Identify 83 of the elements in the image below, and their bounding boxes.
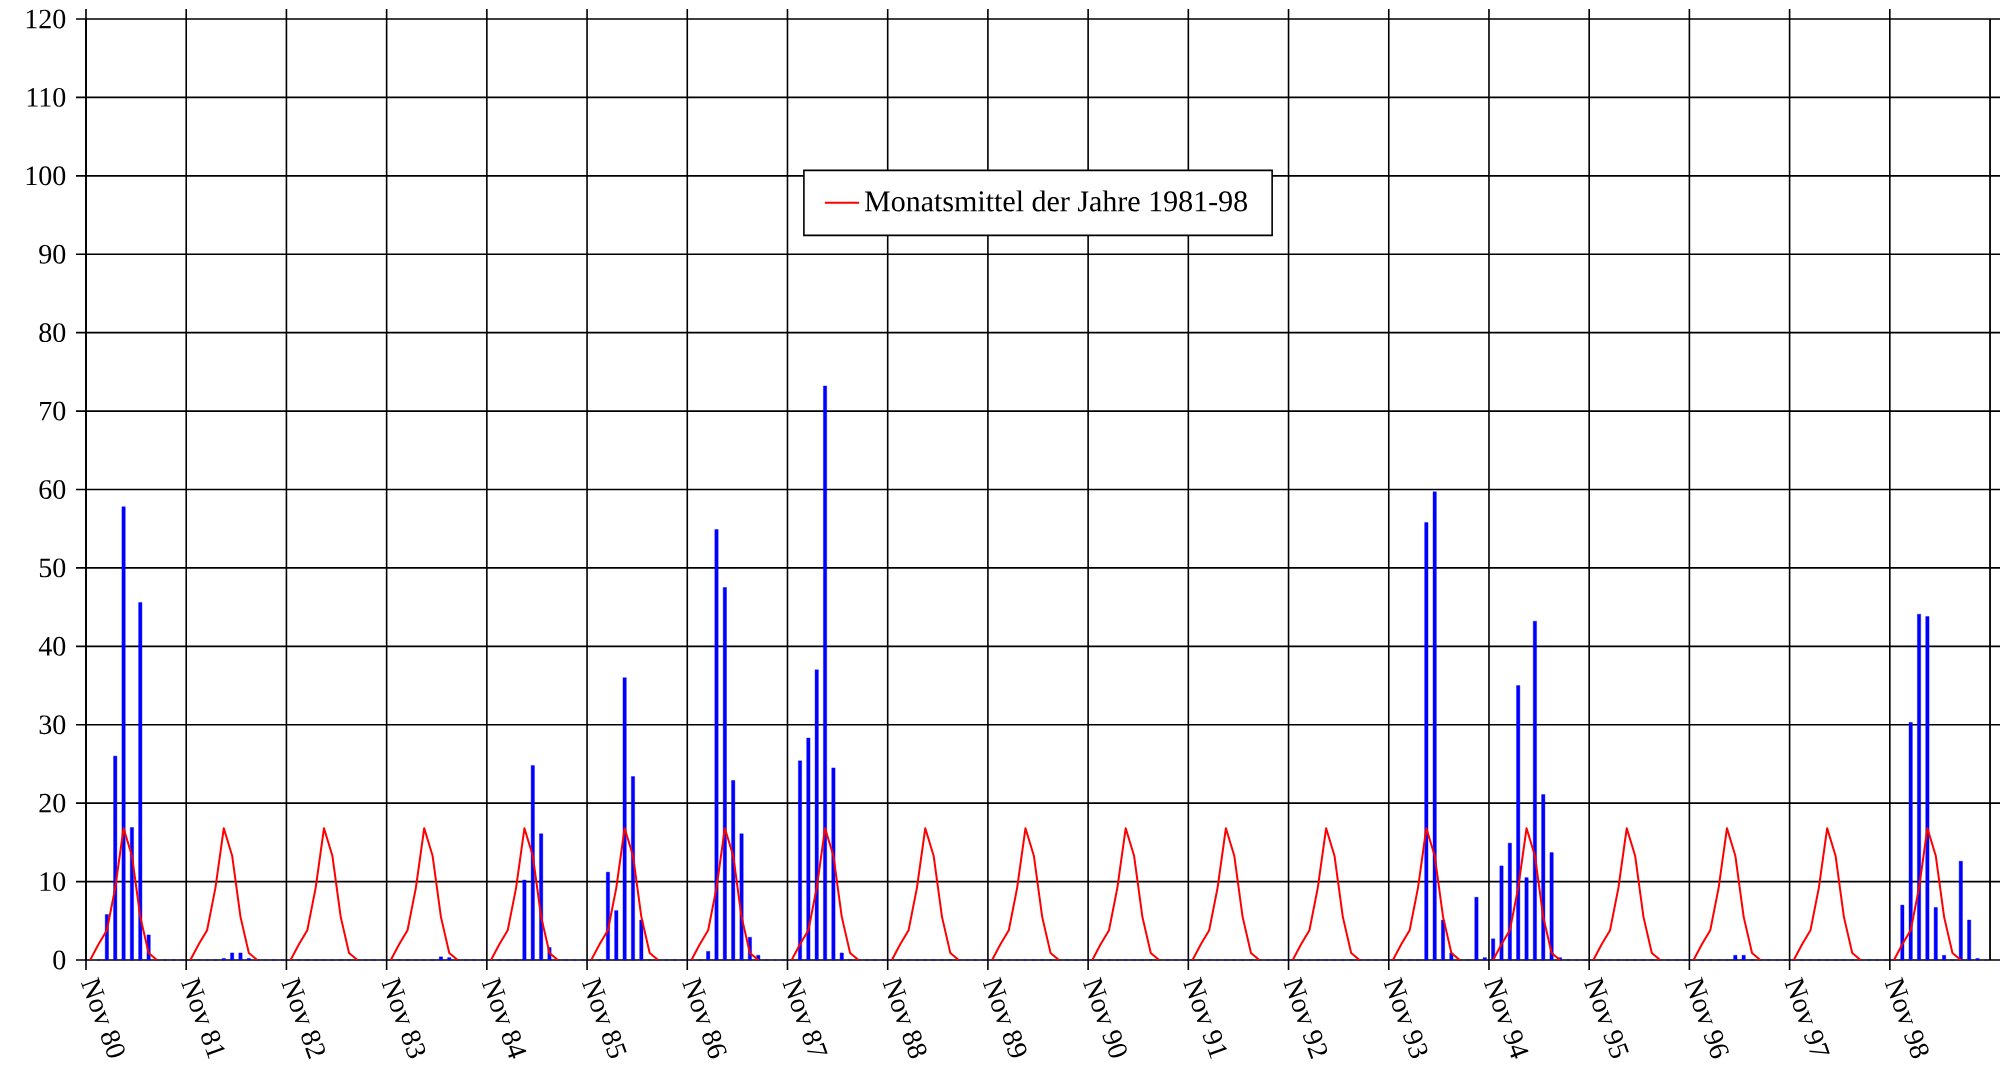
bar bbox=[121, 506, 126, 961]
bar bbox=[1499, 865, 1504, 961]
y-tick-label: 30 bbox=[39, 715, 66, 735]
bar bbox=[1549, 852, 1554, 961]
bar bbox=[622, 677, 627, 961]
bar bbox=[447, 957, 452, 961]
x-tick-label: Nov 81 bbox=[181, 976, 225, 1059]
bar bbox=[1533, 621, 1537, 961]
bar bbox=[1942, 955, 1946, 961]
bar bbox=[1541, 794, 1546, 961]
bar bbox=[1424, 522, 1429, 961]
x-tick-label: Nov 97 bbox=[1784, 976, 1830, 1054]
bar bbox=[1741, 955, 1746, 961]
x-tick-label: Nov 94 bbox=[1484, 976, 1529, 1059]
y-tick-label: 50 bbox=[39, 558, 66, 578]
bar bbox=[714, 529, 719, 961]
y-tick-label: 20 bbox=[39, 793, 66, 813]
bar bbox=[1449, 952, 1454, 961]
bar bbox=[1516, 685, 1521, 961]
x-tick-label: Nov 82 bbox=[281, 976, 325, 1060]
bar bbox=[1482, 957, 1487, 961]
x-tick-label: Nov 86 bbox=[682, 976, 727, 1059]
bar bbox=[113, 755, 118, 961]
bar bbox=[1474, 897, 1479, 961]
bar bbox=[823, 385, 827, 961]
bar bbox=[238, 952, 243, 961]
bar bbox=[130, 827, 134, 961]
bar bbox=[1900, 904, 1905, 961]
bar bbox=[439, 956, 443, 961]
y-tick-label: 90 bbox=[39, 244, 66, 264]
bar bbox=[1524, 877, 1529, 961]
x-tick-label: Nov 83 bbox=[381, 976, 426, 1059]
bar bbox=[614, 910, 619, 961]
y-tick-label: 70 bbox=[40, 401, 66, 421]
x-tick-label: Nov 98 bbox=[1884, 976, 1929, 1059]
bar bbox=[1925, 616, 1930, 961]
bar bbox=[1507, 842, 1512, 961]
bar bbox=[798, 760, 802, 961]
y-tick-label: 120 bbox=[26, 9, 66, 29]
bar bbox=[1917, 613, 1921, 961]
bar bbox=[839, 952, 844, 961]
x-tick-label: Nov 87 bbox=[782, 976, 828, 1054]
bar bbox=[1933, 907, 1938, 961]
bar bbox=[831, 767, 836, 961]
bar bbox=[1733, 955, 1738, 961]
y-tick-label: 100 bbox=[26, 166, 66, 186]
bar bbox=[722, 587, 727, 961]
x-tick-label: Nov 91 bbox=[1183, 976, 1228, 1059]
y-tick-label: 60 bbox=[39, 480, 66, 499]
y-tick-label: 80 bbox=[39, 323, 66, 343]
bar bbox=[814, 669, 819, 961]
bar bbox=[1958, 860, 1963, 961]
y-tick-label: 10 bbox=[40, 872, 66, 892]
bar bbox=[1908, 722, 1913, 961]
x-tick-label: Nov 88 bbox=[882, 976, 927, 1059]
bar bbox=[522, 879, 527, 961]
bar bbox=[706, 951, 711, 961]
bar bbox=[631, 776, 635, 961]
bar bbox=[230, 952, 235, 961]
bar bbox=[539, 833, 543, 961]
bar bbox=[739, 833, 744, 961]
y-tick-label: 40 bbox=[38, 636, 66, 656]
x-tick-label: Nov 89 bbox=[982, 976, 1027, 1058]
bar bbox=[530, 765, 535, 961]
x-tick-label: Nov 96 bbox=[1684, 976, 1729, 1059]
bar bbox=[1967, 919, 1972, 961]
legend-label: Monatsmittel der Jahre 1981-98 bbox=[864, 190, 1247, 212]
x-tick-label: Nov 85 bbox=[582, 976, 627, 1059]
bar bbox=[639, 919, 644, 961]
bar bbox=[806, 737, 811, 961]
x-tick-label: Nov 95 bbox=[1584, 976, 1629, 1059]
bar bbox=[1441, 919, 1445, 961]
bar bbox=[731, 780, 736, 961]
bar bbox=[138, 602, 143, 961]
x-tick-label: Nov 92 bbox=[1283, 976, 1328, 1060]
x-tick-label: Nov 80 bbox=[80, 976, 125, 1058]
x-tick-label: Nov 84 bbox=[481, 976, 527, 1059]
y-tick-label: 110 bbox=[27, 87, 66, 107]
x-tick-label: Nov 90 bbox=[1083, 976, 1127, 1058]
bar bbox=[1432, 491, 1437, 961]
bar bbox=[606, 871, 610, 961]
x-tick-label: Nov 93 bbox=[1383, 976, 1428, 1059]
y-tick-label: 0 bbox=[53, 950, 66, 970]
